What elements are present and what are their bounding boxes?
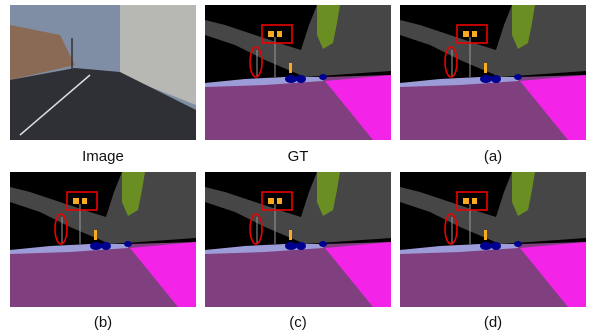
segmentation-map (205, 5, 391, 140)
segmentation-map (10, 172, 196, 307)
street-photo (10, 5, 196, 140)
caption: (b) (94, 314, 112, 331)
segmentation-map (205, 172, 391, 307)
caption: Image (82, 148, 124, 165)
caption: (c) (289, 314, 307, 331)
page: Image GT (a) (b) (c) (d) (() => { const … (0, 0, 593, 335)
caption: (a) (484, 148, 502, 165)
figure: Image GT (a) (b) (c) (d) (0, 0, 593, 335)
caption: (d) (484, 314, 502, 331)
segmentation-map (400, 172, 586, 307)
segmentation-map (400, 5, 586, 140)
caption: GT (288, 148, 309, 165)
